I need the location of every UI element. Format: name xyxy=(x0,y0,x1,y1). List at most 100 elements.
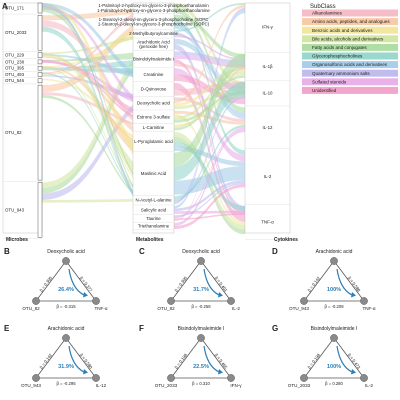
cytokine-label: IL-12 xyxy=(262,125,273,130)
legend-swatch xyxy=(302,9,398,17)
legend-swatch xyxy=(302,43,398,51)
mediation-panel-d: D Arachidonic acid OTU_943 TNF-α β = 0.142 β … xyxy=(272,247,376,311)
beta-left: β = 0.142 xyxy=(38,352,53,370)
arrow-head xyxy=(218,369,223,375)
edge-right xyxy=(200,337,232,379)
link-metabolite-cytokine xyxy=(174,4,245,104)
beta-right: β = 0.473 xyxy=(347,353,362,371)
legend-item-label: Amino acids, peptides, and analogues xyxy=(312,19,390,24)
metabolite-label: Estrone 3-sulfate xyxy=(137,114,171,119)
link-metabolite-cytokine xyxy=(174,70,245,120)
link-metabolite-cytokine xyxy=(174,31,245,119)
sankey-nodes: OTU_171OTU_2033OTU_229OTU_238OTU_395OTU_… xyxy=(2,2,291,240)
legend-item-label: Quaternary ammonium salts xyxy=(312,71,370,76)
edge-right xyxy=(65,337,97,379)
mediator-label: Arachidonic acid xyxy=(48,326,85,332)
edge-left xyxy=(35,337,67,379)
microbe-label: OTU_943 xyxy=(5,207,25,212)
link-metabolite-cytokine xyxy=(174,81,245,181)
metabolite-label: N-Acetyl-L-alanine xyxy=(135,198,172,203)
beta-right: β = 0.580 xyxy=(79,353,94,371)
link-microbe-metabolite xyxy=(42,6,170,117)
beta-right: β = 0.377 xyxy=(79,276,94,294)
edge-left xyxy=(35,260,67,302)
link-metabolite-cytokine xyxy=(174,14,245,59)
exposure-label: OTU_943 xyxy=(21,383,41,388)
link-microbe-metabolite xyxy=(42,3,170,227)
metabolite-label: Triethanolamine xyxy=(138,224,170,229)
mediator-node xyxy=(330,334,338,342)
microbe-label: OTU_546 xyxy=(5,78,25,83)
microbe-node xyxy=(37,59,43,65)
mediation-arrow xyxy=(68,345,85,373)
link-metabolite-cytokine xyxy=(174,23,245,118)
link-metabolite-cytokine xyxy=(174,67,245,107)
link-metabolite-cytokine xyxy=(174,3,245,32)
mediation-arrow xyxy=(336,345,353,373)
link-microbe-metabolite xyxy=(42,9,170,219)
legend-item-label: Fatty acids and conjugates xyxy=(312,45,367,50)
metabolite-label: Creatinine xyxy=(143,72,164,77)
metabolite-label: Bisindolylmaleimide I xyxy=(133,56,174,61)
mediator-node xyxy=(197,257,205,265)
metabolite-label: 1-Palmitoyl-2-hydroxy-sn-glycero-3-phosp… xyxy=(97,3,210,13)
mediation-arrow xyxy=(336,268,353,296)
link-metabolite-cytokine xyxy=(174,38,245,94)
legend-swatch xyxy=(302,35,398,43)
link-microbe-metabolite xyxy=(42,3,170,90)
mediator-node xyxy=(62,334,70,342)
beta-left: β = 0.300 xyxy=(173,275,188,293)
link-microbe-metabolite xyxy=(42,3,170,74)
arrow-head xyxy=(83,292,88,298)
mediator-node xyxy=(62,257,70,265)
link-metabolite-cytokine xyxy=(174,88,245,110)
link-microbe-metabolite xyxy=(42,14,170,93)
microbe-node xyxy=(37,15,43,51)
legend-swatch xyxy=(302,18,398,26)
metabolite-column-box xyxy=(132,2,175,234)
beta-bottom: β = -0.258 xyxy=(191,304,211,309)
legend-swatch xyxy=(302,52,398,60)
microbe-node xyxy=(37,84,43,181)
exposure-label: OTU_2033 xyxy=(288,383,311,388)
mediation-panels: B Deoxycholic acid OTU_82 TNF-α β = 0.300 β =… xyxy=(4,247,376,388)
exposure-node xyxy=(300,374,308,382)
arrow-head xyxy=(351,292,356,298)
link-metabolite-cytokine xyxy=(174,10,245,209)
link-metabolite-cytokine xyxy=(174,210,245,214)
mediation-panel-b: B Deoxycholic acid OTU_82 TNF-α β = 0.300 β =… xyxy=(4,247,108,311)
microbes-column-label: Microbes xyxy=(6,237,28,243)
arrow-head xyxy=(218,292,223,298)
outcome-node xyxy=(92,374,100,382)
metabolites-column-label: Metabolites xyxy=(136,237,164,243)
mediation-panel-c: C Deoxycholic acid OTU_82 IL-2 β = 0.300 β = … xyxy=(139,247,240,311)
link-metabolite-cytokine xyxy=(174,62,245,98)
link-microbe-metabolite xyxy=(42,30,170,68)
exposure-node xyxy=(32,374,40,382)
legend-item-label: Benzoic acids and derivatives xyxy=(312,28,373,33)
edge-left xyxy=(303,260,335,302)
link-metabolite-cytokine xyxy=(174,95,245,202)
mediation-panel-f: F Bisindolylmaleimide I OTU_2033 IFN-γ β = 0… xyxy=(139,324,242,388)
cytokine-label: IL-10 xyxy=(262,91,273,96)
mediation-percentage: 22.5% xyxy=(193,364,209,370)
cytokine-column-box xyxy=(244,2,291,234)
beta-right: β = 0.588 xyxy=(347,276,362,294)
microbe-node xyxy=(37,78,43,84)
link-metabolite-cytokine xyxy=(174,75,245,131)
link-metabolite-cytokine xyxy=(174,7,245,205)
edge-left xyxy=(170,260,202,302)
legend-item-label: Bile acids, alcohols and derivatives xyxy=(312,36,384,41)
outcome-node xyxy=(360,374,368,382)
link-microbe-metabolite xyxy=(42,95,170,212)
mediation-arrow xyxy=(203,268,220,296)
beta-right: β = 0.401 xyxy=(214,276,229,294)
arrow-head xyxy=(351,369,356,375)
outcome-label: IL-12 xyxy=(96,383,107,388)
exposure-label: OTU_943 xyxy=(289,306,309,311)
microbe-column-box xyxy=(2,2,43,234)
link-metabolite-cytokine xyxy=(174,182,245,217)
link-metabolite-cytokine xyxy=(174,35,245,61)
link-microbe-metabolite xyxy=(42,6,170,205)
